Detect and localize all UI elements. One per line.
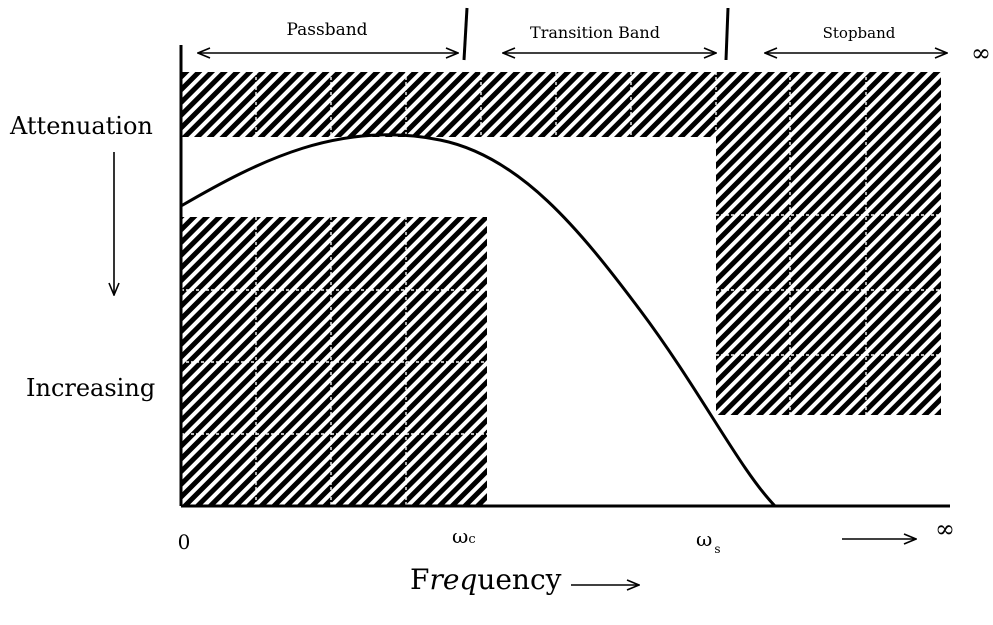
stopband-label: Stopband: [823, 24, 896, 42]
top-infinity-symbol: ∞: [971, 39, 991, 67]
passband-label: Passband: [286, 20, 367, 40]
upper-limit-hatch: [181, 72, 941, 137]
x-zero-label: 0: [178, 530, 191, 554]
cutoff-separator: [462, 7, 469, 61]
cutoff-frequency-label: ωc: [452, 524, 476, 548]
y-label-increasing: Increasing: [26, 374, 155, 402]
stopband-hatch: [716, 137, 941, 415]
attenuation-curve: [180, 133, 777, 508]
transition-band-label: Transition Band: [530, 23, 660, 42]
x-infinity-symbol: ∞: [935, 515, 955, 543]
x-label-frequency: Frequency: [410, 563, 562, 596]
y-label-attenuation: Attenuation: [9, 112, 153, 140]
passband-lower-hatch: [181, 217, 487, 506]
stopband-separator: [724, 7, 730, 61]
